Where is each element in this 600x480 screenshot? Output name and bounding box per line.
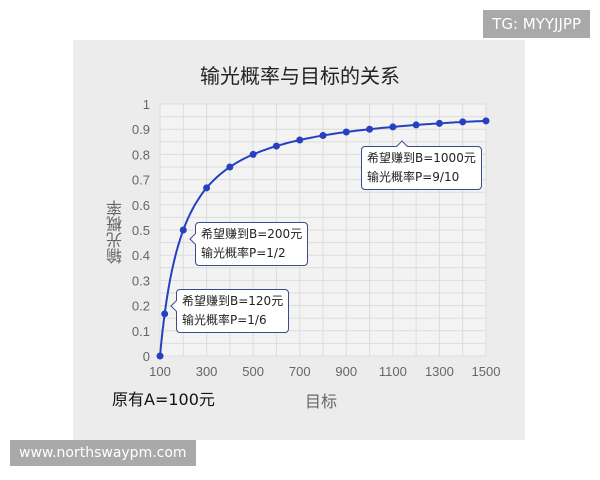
- data-point: [249, 150, 257, 158]
- x-tick-label: 1300: [425, 364, 454, 379]
- x-tick-label: 1500: [472, 364, 501, 379]
- annotation-b1000: 希望赚到B=1000元 输光概率P=9/10: [361, 146, 482, 190]
- chart-title: 输光概率与目标的关系: [200, 64, 400, 88]
- footnote: 原有A=100元: [112, 390, 215, 409]
- y-axis-label: 输光概率: [106, 200, 125, 264]
- y-tick-label: 0.7: [132, 173, 150, 188]
- watermark-bottom: www.northswaypm.com: [10, 440, 196, 466]
- data-point: [296, 136, 304, 144]
- annotation-b200: 希望赚到B=200元 输光概率P=1/2: [195, 222, 309, 266]
- data-point: [272, 142, 280, 150]
- y-tick-label: 0.1: [132, 324, 150, 339]
- x-tick-label: 700: [289, 364, 311, 379]
- x-axis-label: 目标: [305, 392, 338, 411]
- data-point: [412, 121, 420, 129]
- x-tick-label: 300: [196, 364, 218, 379]
- data-point: [156, 352, 164, 360]
- data-point: [319, 132, 327, 139]
- annotation-line1: 希望赚到B=200元: [201, 227, 303, 241]
- y-tick-label: 1: [143, 97, 150, 112]
- y-tick-label: 0.2: [132, 299, 150, 314]
- x-tick-label: 1100: [379, 364, 407, 379]
- y-tick-label: 0.4: [132, 248, 150, 263]
- annotation-b120: 希望赚到B=120元 输光概率P=1/6: [176, 289, 290, 333]
- annotation-line1: 希望赚到B=1000元: [367, 151, 476, 165]
- data-point: [482, 117, 490, 125]
- data-point: [389, 123, 397, 131]
- data-point: [435, 119, 443, 127]
- data-point: [203, 184, 211, 192]
- watermark-top: TG: MYYJJPP: [483, 10, 590, 38]
- annotation-line2: 输光概率P=1/6: [182, 313, 267, 327]
- data-point: [366, 125, 374, 133]
- data-point: [342, 128, 350, 136]
- x-tick-label: 900: [335, 364, 357, 379]
- y-tick-label: 0: [143, 349, 150, 364]
- data-point: [161, 310, 169, 318]
- data-point: [226, 163, 234, 171]
- y-tick-label: 0.6: [132, 198, 150, 213]
- annotation-line1: 希望赚到B=120元: [182, 294, 284, 308]
- y-tick-label: 0.3: [132, 273, 150, 288]
- annotation-line2: 输光概率P=1/2: [201, 246, 286, 260]
- y-tick-label: 0.5: [132, 223, 150, 238]
- y-tick-label: 0.9: [132, 122, 150, 137]
- x-tick-label: 500: [242, 364, 264, 379]
- x-tick-label: 100: [149, 364, 171, 379]
- series-line: [159, 119, 487, 357]
- data-point: [459, 118, 467, 126]
- annotation-line2: 输光概率P=9/10: [367, 170, 460, 184]
- data-point: [179, 226, 187, 234]
- y-tick-label: 0.8: [132, 147, 150, 162]
